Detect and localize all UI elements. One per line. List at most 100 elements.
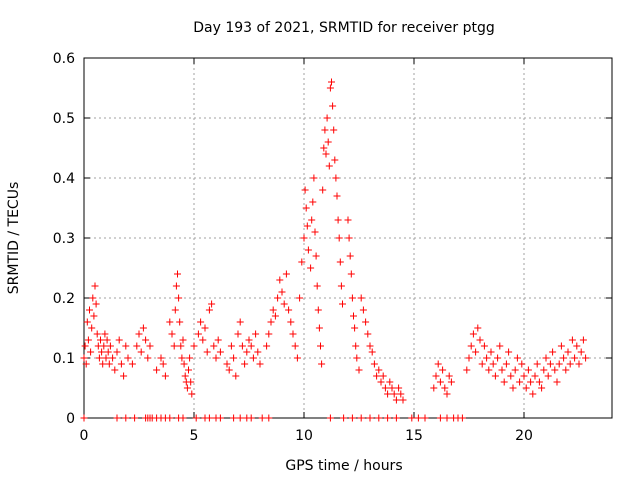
data-point	[502, 360, 510, 368]
x-tick-label: 20	[515, 428, 533, 444]
data-point	[190, 342, 198, 350]
data-point	[439, 366, 447, 374]
data-point	[208, 300, 216, 308]
data-point	[321, 126, 329, 134]
data-point	[555, 360, 563, 368]
data-point	[318, 360, 326, 368]
data-point	[80, 414, 88, 422]
data-point	[111, 366, 119, 374]
data-point	[89, 294, 97, 302]
data-point	[131, 414, 139, 422]
data-point	[326, 84, 334, 92]
data-point	[531, 372, 539, 380]
data-point	[304, 246, 312, 254]
data-point	[325, 162, 333, 170]
data-point	[436, 378, 444, 386]
data-point	[500, 378, 508, 386]
data-point	[575, 360, 583, 368]
data-point	[333, 192, 341, 200]
data-point	[359, 306, 367, 314]
data-point	[529, 390, 537, 398]
data-point	[311, 228, 319, 236]
data-point	[445, 372, 453, 380]
data-point	[269, 306, 277, 314]
data-point	[336, 258, 344, 266]
data-point	[243, 348, 251, 356]
data-point	[348, 294, 356, 302]
data-point	[320, 144, 328, 152]
data-point	[309, 198, 317, 206]
data-point	[185, 366, 192, 374]
data-point	[252, 330, 260, 338]
data-point	[458, 414, 466, 422]
data-point	[357, 294, 365, 302]
y-tick-label: 0.3	[53, 231, 75, 247]
data-point	[105, 360, 113, 368]
data-point	[227, 342, 235, 350]
data-point	[392, 396, 400, 404]
data-point	[308, 216, 316, 224]
data-point	[120, 372, 128, 380]
data-point	[263, 342, 271, 350]
data-point	[326, 414, 334, 422]
data-point	[103, 336, 111, 344]
axis-ticks: 0 0.1 0.2 0.3 0.4 0.5 0.6 0 5 10 15 20	[53, 51, 612, 444]
data-point	[223, 360, 231, 368]
data-point	[313, 282, 321, 290]
data-point	[115, 336, 123, 344]
data-point	[384, 390, 392, 398]
data-point	[210, 342, 218, 350]
data-point	[142, 336, 150, 344]
data-point	[86, 306, 93, 314]
data-point	[276, 276, 284, 284]
data-point	[179, 414, 187, 422]
data-point	[230, 354, 238, 362]
data-point	[135, 330, 143, 338]
data-point	[474, 324, 482, 332]
data-point	[397, 390, 405, 398]
data-point	[347, 270, 355, 278]
data-point	[289, 330, 297, 338]
data-point	[352, 342, 360, 350]
data-point	[485, 366, 493, 374]
data-point	[80, 354, 88, 362]
data-point	[168, 330, 176, 338]
data-point	[285, 306, 293, 314]
data-point	[421, 414, 429, 422]
data-point	[205, 414, 213, 422]
data-point	[314, 306, 322, 314]
data-point	[478, 360, 486, 368]
data-point	[98, 348, 106, 356]
data-point	[82, 360, 90, 368]
data-point	[443, 414, 451, 422]
data-point	[153, 366, 161, 374]
data-point	[176, 318, 184, 326]
data-point	[166, 318, 174, 326]
data-point	[188, 390, 196, 398]
data-point	[166, 414, 174, 422]
data-point	[315, 324, 323, 332]
data-point	[436, 414, 444, 422]
data-point	[487, 348, 495, 356]
data-point	[430, 384, 438, 392]
data-point	[366, 414, 374, 422]
data-point	[183, 384, 191, 392]
data-point	[524, 366, 532, 374]
data-point	[102, 354, 110, 362]
x-tick-label: 5	[190, 428, 199, 444]
x-tick-label: 10	[295, 428, 313, 444]
data-point	[230, 414, 238, 422]
data-point	[366, 342, 374, 350]
data-point	[99, 360, 107, 368]
data-point	[232, 372, 240, 380]
data-point	[113, 348, 121, 356]
data-point	[346, 252, 354, 260]
data-point	[330, 126, 338, 134]
data-point	[267, 318, 275, 326]
data-point	[159, 360, 167, 368]
data-point	[560, 354, 568, 362]
data-point	[414, 414, 422, 422]
data-point	[254, 348, 262, 356]
data-point	[301, 186, 309, 194]
